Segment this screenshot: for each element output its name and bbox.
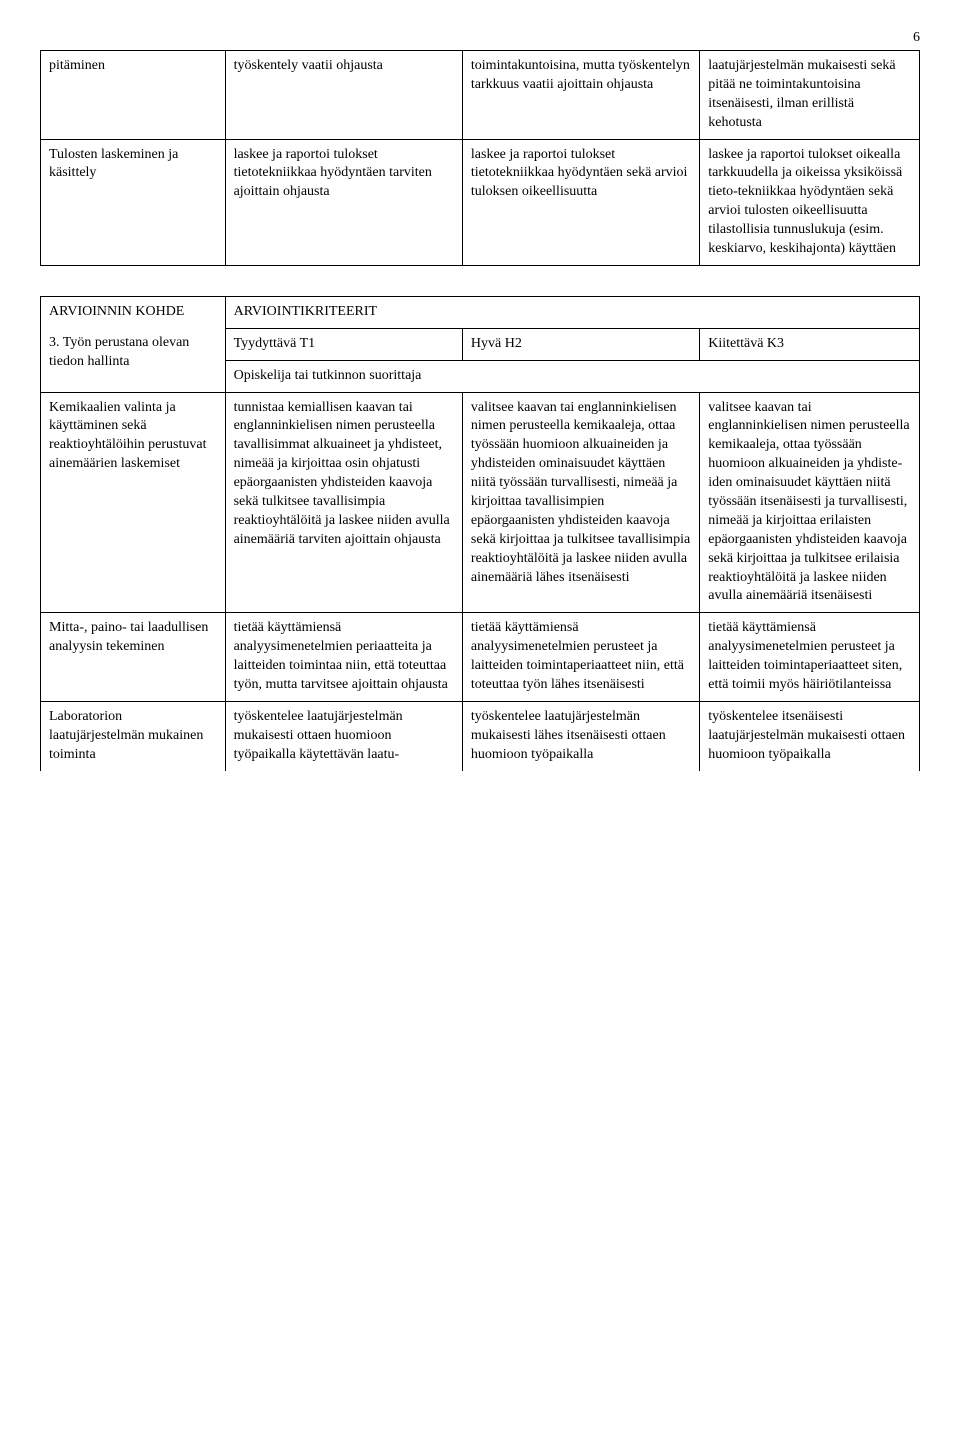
level-h2: Hyvä H2 [462,328,699,360]
table-row: Tulosten laskeminen ja käsittely laskee … [41,139,920,265]
level-row: 3. Työn perustana olevan tiedon hallinta… [41,328,920,360]
header-kohde: ARVIOINNIN KOHDE [41,296,226,328]
cell: pitäminen [41,51,226,140]
level-t1: Tyydyttävä T1 [225,328,462,360]
cell: laatujärjestelmän mukaisesti sekä pitää … [700,51,920,140]
table-row: Kemikaalien valinta ja käyttäminen sekä … [41,392,920,613]
table-row: pitäminen työskentely vaatii ohjausta to… [41,51,920,140]
cell: laskee ja raportoi tulokset tietotekniik… [462,139,699,265]
subheader: Opiskelija tai tutkinnon suorittaja [225,360,919,392]
cell: Laboratorion laatujärjestelmän mukainen … [41,701,226,770]
cell: valitsee kaavan tai englanninkielisen ni… [462,392,699,613]
table-row: Laboratorion laatujärjestelmän mukainen … [41,701,920,770]
level-k3: Kiitettävä K3 [700,328,920,360]
cell: työskentelee laatujärjestelmän mukaisest… [462,701,699,770]
cell: työskentelee itsenäisesti laatujärjestel… [700,701,920,770]
cell: työskentely vaatii ohjausta [225,51,462,140]
cell: tietää käyttämiensä analyysimenetelmien … [225,613,462,702]
cell: valitsee kaavan tai englanninkielisen ni… [700,392,920,613]
table-row: Mitta-, paino- tai laadullisen analyysin… [41,613,920,702]
cell: laskee ja raportoi tulokset tietotekniik… [225,139,462,265]
header-row: ARVIOINNIN KOHDE ARVIOINTIKRITEERIT [41,296,920,328]
criteria-table-1: pitäminen työskentely vaatii ohjausta to… [40,50,920,266]
header-kriteerit: ARVIOINTIKRITEERIT [225,296,919,328]
page-number: 6 [40,30,920,46]
cell: Kemikaalien valinta ja käyttäminen sekä … [41,392,226,613]
cell: työskentelee laatujärjestelmän mukaisest… [225,701,462,770]
cell: tietää käyttämiensä analyysimenetelmien … [700,613,920,702]
cell: laskee ja raportoi tulokset oikealla tar… [700,139,920,265]
cell: Tulosten laskeminen ja käsittely [41,139,226,265]
cell: tietää käyttämiensä analyysimenetelmien … [462,613,699,702]
cell: tunnistaa kemiallisen kaavan tai englann… [225,392,462,613]
cell: Mitta-, paino- tai laadullisen analyysin… [41,613,226,702]
criteria-table-2: ARVIOINNIN KOHDE ARVIOINTIKRITEERIT 3. T… [40,296,920,771]
row-title: 3. Työn perustana olevan tiedon hallinta [41,328,226,392]
cell: toimintakuntoisina, mutta työskentelyn t… [462,51,699,140]
